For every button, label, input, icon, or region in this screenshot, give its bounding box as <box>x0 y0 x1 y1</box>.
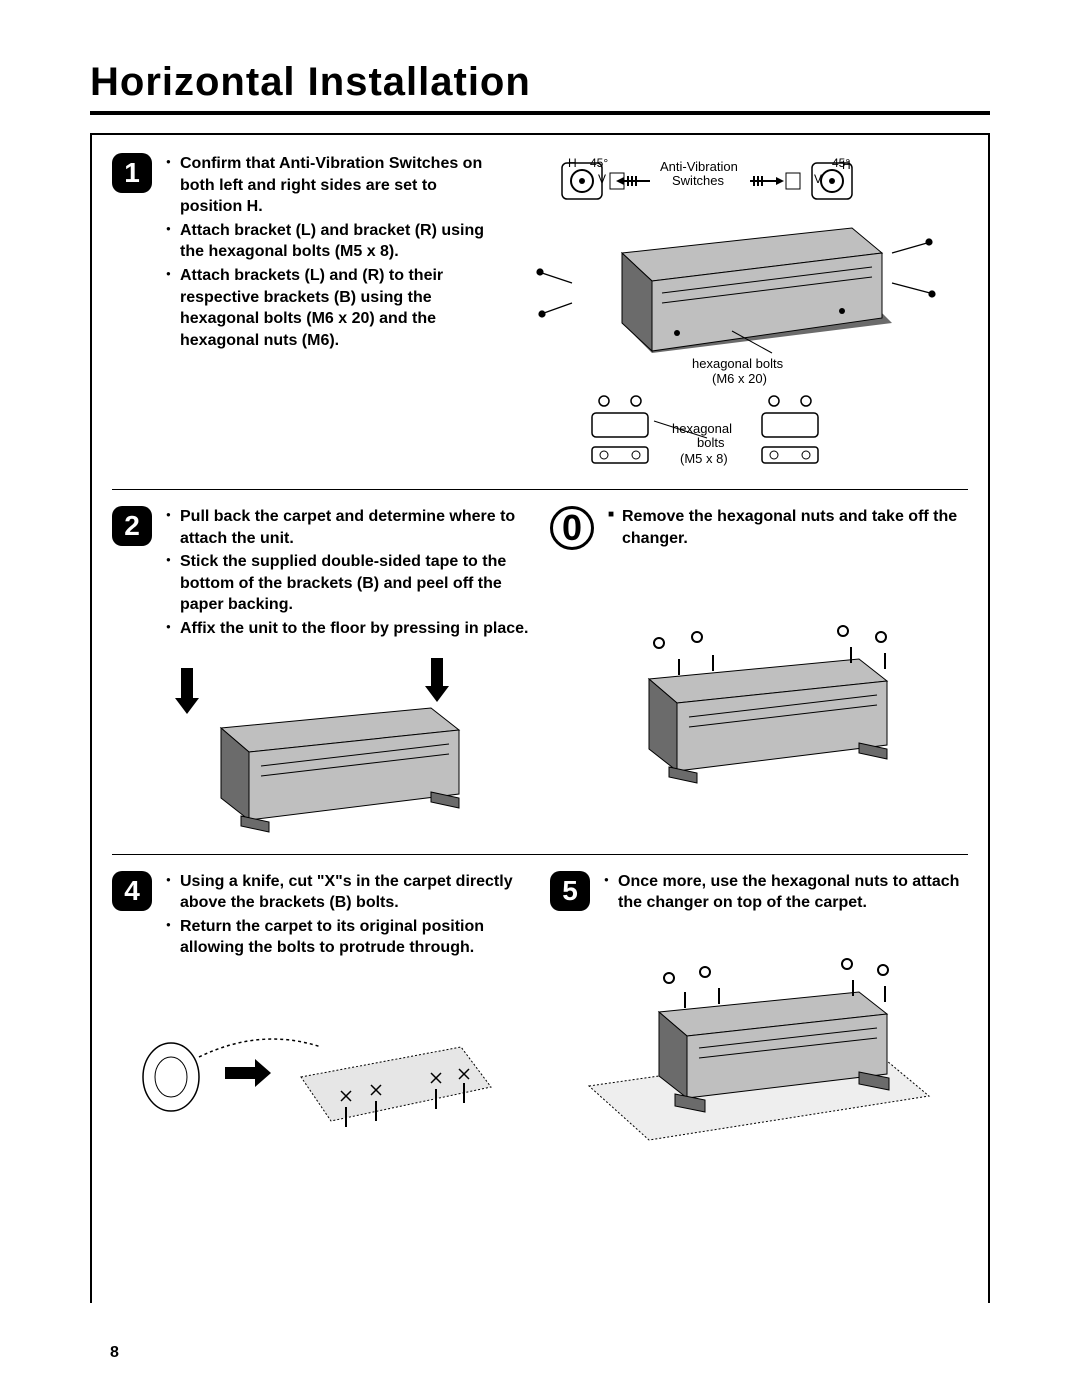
row-steps-2-3: 2 Pull back the carpet and determine whe… <box>112 506 968 838</box>
step-number-3: 0 <box>550 506 594 550</box>
step-3-bullet: Remove the hexagonal nuts and take off t… <box>608 506 968 549</box>
step-4-bullet: Using a knife, cut "X"s in the carpet di… <box>166 871 530 914</box>
label-bolts: bolts <box>697 435 725 450</box>
step-number-5: 5 <box>550 871 590 911</box>
svg-text:V: V <box>814 172 822 186</box>
divider-2 <box>112 854 968 855</box>
row-step-1: 1 Confirm that Anti-Vibration Switches o… <box>112 153 968 473</box>
label-hexagonal: hexagonal <box>672 421 732 436</box>
label-anti-vibration: Anti-Vibration <box>660 159 738 174</box>
step-1-bullet: Attach bracket (L) and bracket (R) using… <box>166 220 497 263</box>
step-4: 4 Using a knife, cut "X"s in the carpet … <box>112 871 530 961</box>
step-number-2: 2 <box>112 506 152 546</box>
step-5: 5 Once more, use the hexagonal nuts to a… <box>550 871 968 916</box>
step-1-bullet: Confirm that Anti-Vibration Switches on … <box>166 153 497 218</box>
step-1: 1 Confirm that Anti-Vibration Switches o… <box>112 153 497 353</box>
step-1-body: Confirm that Anti-Vibration Switches on … <box>166 153 497 353</box>
step-5-body: Once more, use the hexagonal nuts to att… <box>604 871 968 916</box>
svg-text:H: H <box>842 158 851 172</box>
page-title: Horizontal Installation <box>90 60 990 115</box>
label-switches: Switches <box>672 173 725 188</box>
label-m6-spec: (M6 x 20) <box>712 371 767 386</box>
step-3-body: Remove the hexagonal nuts and take off t… <box>608 506 968 551</box>
svg-text:45°: 45° <box>590 156 608 170</box>
step-3-illustration <box>550 625 968 805</box>
step-1-bullet: Attach brackets (L) and (R) to their res… <box>166 265 497 351</box>
svg-text:H: H <box>568 156 577 170</box>
content-frame: 1 Confirm that Anti-Vibration Switches o… <box>90 133 990 1303</box>
step-2-bullet: Stick the supplied double-sided tape to … <box>166 551 530 616</box>
step-4-illustration <box>112 977 530 1147</box>
svg-text:V: V <box>598 172 606 186</box>
page-number: 8 <box>110 1344 119 1362</box>
label-hex-bolts-m6: hexagonal bolts <box>692 356 784 371</box>
step-2-body: Pull back the carpet and determine where… <box>166 506 530 642</box>
step-4-bullet: Return the carpet to its original positi… <box>166 916 530 959</box>
step-2-bullet: Affix the unit to the floor by pressing … <box>166 618 530 640</box>
divider-1 <box>112 489 968 490</box>
step-5-illustration <box>550 956 968 1146</box>
label-m5-spec: (M5 x 8) <box>680 451 728 466</box>
step-4-body: Using a knife, cut "X"s in the carpet di… <box>166 871 530 961</box>
step-1-illustration: H 45° V Anti-Vibration Switches <box>532 153 952 473</box>
step-5-bullet: Once more, use the hexagonal nuts to att… <box>604 871 968 914</box>
step-3: 0 Remove the hexagonal nuts and take off… <box>550 506 968 551</box>
step-2: 2 Pull back the carpet and determine whe… <box>112 506 530 642</box>
step-number-1: 1 <box>112 153 152 193</box>
row-steps-4-5: 4 Using a knife, cut "X"s in the carpet … <box>112 871 968 1147</box>
step-number-4: 4 <box>112 871 152 911</box>
step-2-bullet: Pull back the carpet and determine where… <box>166 506 530 549</box>
step-2-illustration <box>112 658 530 838</box>
